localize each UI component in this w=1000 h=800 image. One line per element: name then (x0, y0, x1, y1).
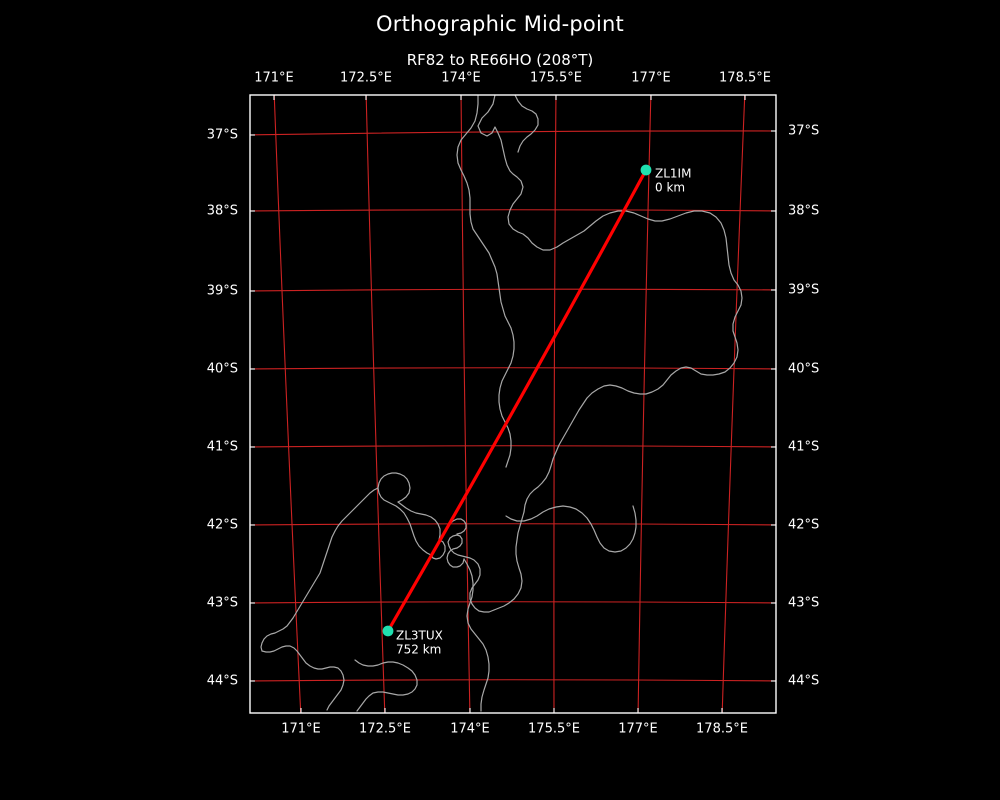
coastline-marlborough-sounds-b (446, 547, 465, 568)
axis-label-right: 39°S (788, 283, 819, 298)
axis-label-bottom: 178.5°E (696, 722, 748, 737)
coastline-tasman-bay (397, 501, 441, 541)
axis-label-top: 178.5°E (719, 71, 771, 86)
axis-label-left: 39°S (207, 284, 238, 299)
axis-label-top: 175.5°E (530, 71, 582, 86)
great-circle-path-layer[interactable] (386, 168, 648, 633)
coastline-north-island-west (456, 95, 515, 468)
parallel-line (250, 367, 776, 370)
plot-background (250, 95, 776, 713)
meridian-line (460, 95, 471, 713)
coastline-marlborough-sounds-a (447, 534, 467, 558)
coastline-north-island (477, 95, 743, 513)
coastline-hawke-bay (505, 505, 637, 553)
parallel-line (250, 209, 776, 212)
axis-label-top: 177°E (631, 71, 671, 86)
axis-label-bottom: 177°E (618, 722, 658, 737)
coastline-wellington (465, 556, 495, 613)
axis-label-right: 41°S (788, 440, 819, 455)
station-marker-dot[interactable] (640, 164, 652, 176)
axis-label-right: 37°S (788, 124, 819, 139)
meridian-line (637, 95, 652, 713)
axis-label-left: 41°S (207, 440, 238, 455)
station-callsign-label: ZL1IM (655, 167, 691, 181)
graticule (250, 95, 776, 713)
axis-label-left: 38°S (207, 204, 238, 219)
plot-border (249, 94, 777, 714)
parallel-line (250, 130, 776, 136)
coastline-wairarapa (493, 511, 525, 611)
station-callsign-label: ZL3TUX (396, 629, 443, 643)
axis-label-right: 44°S (788, 674, 819, 689)
axis-label-top: 171°E (254, 71, 294, 86)
station-distance-label: 0 km (655, 181, 685, 195)
coastline-south-island-east (463, 558, 490, 712)
axis-label-bottom: 171°E (281, 722, 321, 737)
parallel-line (250, 288, 776, 292)
axis-label-bottom: 175.5°E (528, 722, 580, 737)
axis-label-right: 43°S (788, 596, 819, 611)
axis-label-left: 43°S (207, 596, 238, 611)
meridian-line (273, 95, 302, 713)
station-distance-label: 752 km (396, 643, 441, 657)
axis-layer: 171°E 172.5°E 174°E 175.5°E 177°E 178.5°E 171°… (207, 71, 820, 737)
axis-label-top: 174°E (441, 71, 481, 86)
parallel-line (250, 445, 776, 448)
axis-label-top: 172.5°E (340, 71, 392, 86)
station-marker-dot[interactable] (382, 625, 394, 637)
axis-label-right: 42°S (788, 518, 819, 533)
meridian-line (553, 95, 557, 713)
axis-label-left: 40°S (207, 362, 238, 377)
meridian-line (721, 95, 746, 713)
great-circle-path[interactable] (386, 168, 648, 633)
parallel-line (250, 523, 776, 526)
page-title: Orthographic Mid-point (376, 12, 624, 36)
axis-label-right: 40°S (788, 362, 819, 377)
meridian-line (365, 95, 386, 713)
axis-label-bottom: 172.5°E (359, 722, 411, 737)
coastline-banks-peninsula (354, 659, 418, 712)
axis-label-left: 44°S (207, 674, 238, 689)
coastline-inlet-north (514, 95, 539, 153)
parallel-line (250, 601, 776, 604)
coastline-south-island-west-lower (261, 645, 345, 711)
axis-label-right: 38°S (788, 204, 819, 219)
coastline-layer (260, 95, 743, 712)
axis-label-left: 37°S (207, 128, 238, 143)
map-subtitle: RF82 to RE66HO (208°T) (406, 51, 594, 69)
coastline-durville-island (430, 539, 446, 560)
axis-label-bottom: 174°E (450, 722, 490, 737)
coastline-golden-bay (377, 472, 432, 556)
axis-label-left: 42°S (207, 518, 238, 533)
parallel-line (250, 679, 776, 682)
coastline-south-island-west (260, 487, 379, 652)
